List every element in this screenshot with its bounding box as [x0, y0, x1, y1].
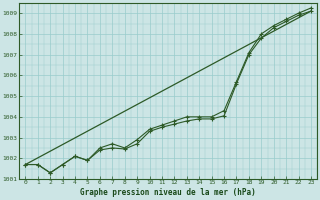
- X-axis label: Graphe pression niveau de la mer (hPa): Graphe pression niveau de la mer (hPa): [80, 188, 256, 197]
